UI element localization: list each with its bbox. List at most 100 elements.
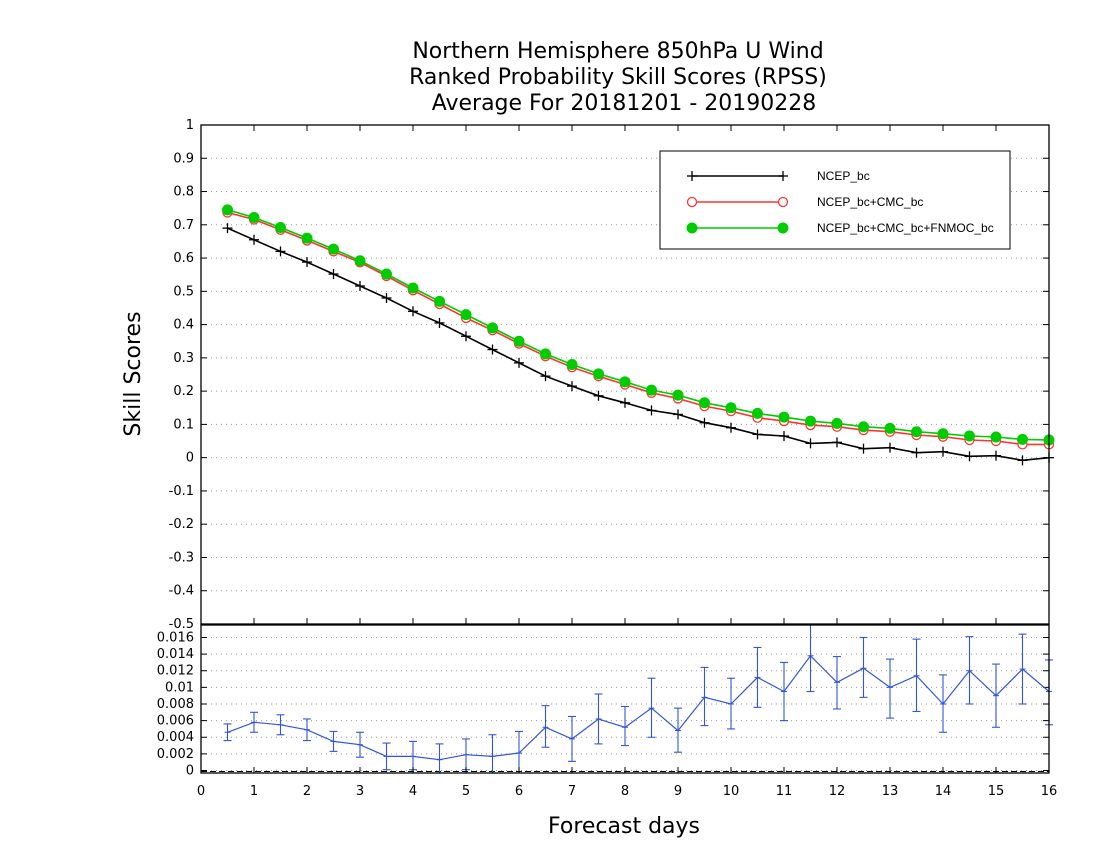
main-panel-series (222, 204, 1055, 466)
series-3-point (778, 411, 790, 423)
diff-y-tick-label: 0 (186, 764, 194, 779)
diff-line (227, 654, 1050, 761)
legend-entry-2: NCEP_bc+CMC_bc (686, 195, 923, 209)
series-1-point (487, 344, 498, 355)
x-tick-label: 3 (356, 784, 364, 799)
series-1-point (858, 443, 869, 454)
series-1-point (275, 246, 286, 257)
x-tick-label: 9 (674, 784, 682, 799)
series-1-point (964, 451, 975, 462)
series-1-point (911, 447, 922, 458)
diff-error-bar (356, 731, 364, 758)
main-panel-grid (201, 124, 1049, 625)
legend-swatch-marker (686, 222, 698, 234)
series-1-point (567, 381, 577, 392)
x-tick-label: 14 (935, 784, 952, 799)
diff-error-bar (250, 711, 258, 733)
series-1-point (673, 409, 683, 420)
legend-label: NCEP_bc+CMC_bc+FNMOC_bc (817, 221, 994, 235)
series-3-point (248, 211, 260, 223)
series-3-point (937, 428, 949, 440)
diff-y-tick-label: 0.012 (157, 664, 194, 679)
main-y-tick-label: 1 (186, 118, 194, 133)
chart-title-line-3: Average For 20181201 - 20190228 (432, 91, 817, 116)
series-3-point (911, 426, 922, 438)
series-1-point (832, 437, 842, 448)
series-1-point (805, 438, 816, 449)
series-3-point (990, 431, 1002, 443)
x-tick-label: 8 (621, 784, 629, 799)
diff-error-bar (409, 740, 417, 771)
main-y-tick-label: -0.2 (169, 517, 194, 532)
legend-swatch-marker (687, 171, 697, 181)
main-y-tick-label: 0.3 (173, 351, 194, 366)
series-1-point (752, 429, 763, 440)
series-3-point (434, 295, 445, 307)
series-3-point (460, 309, 472, 321)
main-y-tick-label: 0.9 (173, 151, 194, 166)
main-y-tick-label: 0.1 (173, 417, 194, 432)
series-3-point (407, 282, 419, 294)
x-tick-label: 4 (409, 784, 417, 799)
series-1-point (991, 450, 1001, 461)
series-1-point (434, 317, 445, 328)
series-1-point (461, 331, 471, 342)
legend-box (659, 150, 1011, 250)
difference-panel-frame (200, 624, 1050, 774)
diff-error-bar (833, 656, 841, 710)
series-1-point (646, 405, 657, 416)
diff-error-bar (594, 693, 603, 745)
main-y-tick-label: 0.5 (173, 284, 194, 299)
x-tick-label: 6 (515, 784, 523, 799)
diff-y-tick-label: 0.006 (157, 714, 194, 729)
chart-title-line-2: Ranked Probability Skill Scores (RPSS) (409, 65, 827, 90)
series-1-point (514, 357, 524, 368)
y-axis-label: Skill Scores (121, 311, 146, 436)
series-1-point (302, 257, 312, 268)
series-3 (222, 204, 1055, 446)
main-y-tick-label: 0 (186, 451, 194, 466)
series-3-point (752, 407, 763, 419)
series-1-point (249, 234, 259, 245)
diff-error-bar (965, 636, 974, 705)
series-3-point (858, 421, 869, 433)
diff-error-bar (647, 677, 656, 738)
series-3-point (619, 376, 631, 388)
x-tick-label: 10 (723, 784, 740, 799)
diff-error-bar (992, 663, 1000, 728)
diff-y-tick-label: 0.008 (157, 697, 194, 712)
series-1-point (1017, 455, 1028, 466)
diff-error-bar (329, 730, 338, 752)
series-1-point (885, 442, 895, 453)
legend-swatch-marker (778, 171, 788, 181)
legend-label: NCEP_bc+CMC_bc (817, 195, 923, 209)
series-3-point (831, 417, 843, 429)
series-3-point (222, 204, 233, 216)
main-y-tick-label: -0.1 (169, 484, 194, 499)
series-1-point (593, 390, 604, 401)
x-tick-label: 7 (568, 784, 576, 799)
difference-panel-series (223, 624, 1053, 774)
x-tick-label: 2 (303, 784, 311, 799)
x-axis-label: Forecast days (548, 814, 700, 839)
diff-error-bar (515, 730, 523, 773)
series-3-point (487, 322, 498, 334)
series-3-point (301, 232, 313, 244)
diff-error-bar (727, 677, 735, 730)
series-3-point (275, 221, 286, 233)
x-axis-tick-labels: 0 1 2 3 4 5 6 7 8 9 10 11 12 13 14 15 16 (197, 125, 1057, 799)
main-y-tick-label: -0.5 (169, 617, 194, 632)
diff-y-tick-label: 0.016 (157, 630, 194, 645)
x-tick-label: 5 (462, 784, 470, 799)
chart-title: Northern Hemisphere 850hPa U Wind Ranked… (409, 39, 827, 116)
series-1-point (540, 371, 551, 382)
diff-error-bar (886, 658, 894, 719)
legend-swatch-marker (777, 222, 789, 234)
series-3-point (672, 389, 684, 401)
diff-error-bar (780, 661, 788, 722)
x-tick-label: 16 (1041, 784, 1058, 799)
series-1-point (620, 397, 630, 408)
series-1-point (408, 306, 418, 317)
